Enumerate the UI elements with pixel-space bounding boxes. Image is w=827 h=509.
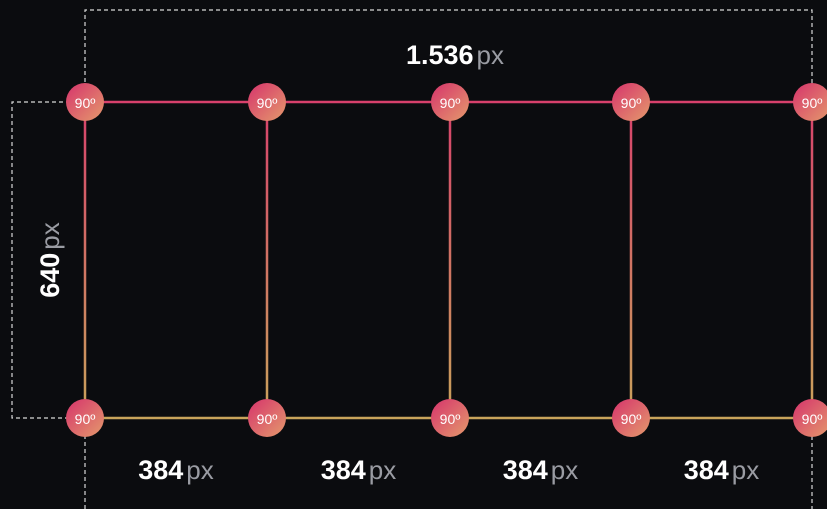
segment-value: 384	[503, 455, 548, 485]
corner-angle: 90º	[75, 411, 96, 427]
segment-label: 384 px	[503, 455, 579, 485]
corner-angle: 90º	[257, 95, 278, 111]
segment-label: 384 px	[684, 455, 760, 485]
height-value: 640	[35, 253, 65, 298]
corner-markers: 90º 90º 90º 90º 90º 90º 90º 90º 90º 90º	[66, 83, 827, 437]
segment-label: 384 px	[138, 455, 214, 485]
corner-angle: 90º	[440, 411, 461, 427]
segment-unit: px	[732, 455, 759, 485]
corner-angle: 90º	[440, 95, 461, 111]
segment-unit: px	[369, 455, 396, 485]
segment-value: 384	[321, 455, 366, 485]
corner-dot	[431, 399, 469, 437]
corner-dot	[248, 399, 286, 437]
segment-unit: px	[551, 455, 578, 485]
corner-angle: 90º	[75, 95, 96, 111]
segment-labels: 384 px 384 px 384 px 384 px	[138, 455, 759, 485]
corner-dot	[66, 83, 104, 121]
corner-dot	[793, 399, 827, 437]
corner-angle: 90º	[257, 411, 278, 427]
corner-angle: 90º	[621, 411, 642, 427]
corner-dot	[431, 83, 469, 121]
corner-dot	[612, 399, 650, 437]
corner-angle: 90º	[802, 411, 823, 427]
width-unit: px	[477, 40, 504, 70]
segment-unit: px	[186, 455, 213, 485]
corner-angle: 90º	[621, 95, 642, 111]
segment-value: 384	[684, 455, 729, 485]
corner-angle: 90º	[802, 95, 823, 111]
width-value: 1.536	[406, 40, 474, 70]
width-label: 1.536 px	[406, 40, 504, 70]
corner-dot	[612, 83, 650, 121]
width-guide	[84, 9, 813, 509]
height-guide	[11, 101, 70, 419]
dividers	[83, 102, 814, 418]
corner-dot	[793, 83, 827, 121]
segment-value: 384	[138, 455, 183, 485]
segment-label: 384 px	[321, 455, 397, 485]
height-unit: px	[35, 222, 65, 249]
corner-dot	[66, 399, 104, 437]
height-label: 640 px	[35, 222, 65, 298]
corner-dot	[248, 83, 286, 121]
